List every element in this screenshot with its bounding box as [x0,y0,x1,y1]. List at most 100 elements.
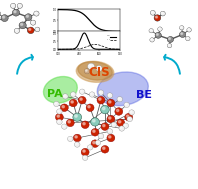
Circle shape [64,95,65,96]
Circle shape [88,105,90,108]
Circle shape [55,102,56,104]
Circle shape [102,107,105,110]
Circle shape [159,28,160,29]
Circle shape [78,96,86,104]
Circle shape [80,98,82,100]
Circle shape [96,65,102,71]
Circle shape [155,16,157,18]
Circle shape [84,69,90,74]
Circle shape [107,129,113,134]
Circle shape [125,113,133,121]
Circle shape [126,115,129,117]
Circle shape [188,29,189,30]
Circle shape [57,115,59,117]
Circle shape [160,11,165,16]
Circle shape [31,21,33,23]
Circle shape [107,115,115,123]
Ellipse shape [44,77,77,103]
Circle shape [107,99,115,107]
Text: BE: BE [136,91,151,100]
Circle shape [84,156,85,158]
Text: PA: PA [47,89,62,98]
Circle shape [99,98,101,100]
Circle shape [119,126,125,131]
Circle shape [34,11,39,16]
Circle shape [103,124,105,127]
Circle shape [103,147,105,149]
Circle shape [167,43,172,48]
Circle shape [95,140,101,145]
Circle shape [89,146,90,147]
Circle shape [83,122,85,125]
Circle shape [167,36,173,43]
Circle shape [93,141,95,144]
Circle shape [187,37,188,39]
Circle shape [116,109,119,112]
Circle shape [117,97,123,102]
Circle shape [26,15,29,17]
Circle shape [58,110,59,112]
Circle shape [91,118,99,126]
Circle shape [154,15,161,21]
Circle shape [156,34,158,35]
Circle shape [73,134,81,142]
Circle shape [168,38,170,40]
Circle shape [14,28,20,33]
Circle shape [10,3,16,8]
Circle shape [130,111,132,112]
Circle shape [91,129,99,136]
Circle shape [92,119,95,122]
Circle shape [57,109,62,114]
Circle shape [70,92,76,97]
Circle shape [107,134,115,142]
Circle shape [74,142,80,147]
Ellipse shape [97,72,148,106]
Circle shape [150,38,154,42]
Circle shape [71,101,73,103]
Text: CIS: CIS [88,66,110,79]
Circle shape [112,123,114,125]
Circle shape [123,123,129,128]
Circle shape [62,124,67,129]
Circle shape [101,123,109,130]
Circle shape [75,115,77,117]
Circle shape [69,137,70,139]
Circle shape [54,101,59,107]
Circle shape [127,116,132,122]
Circle shape [69,99,77,107]
Circle shape [86,70,87,71]
Circle shape [93,130,95,132]
Text: —: — [107,34,109,38]
Circle shape [18,4,20,6]
Circle shape [91,140,99,147]
Circle shape [151,39,152,40]
Circle shape [99,135,101,136]
Circle shape [90,93,92,94]
Circle shape [14,11,16,13]
Circle shape [19,22,26,29]
Circle shape [168,44,169,46]
Circle shape [76,143,77,145]
Circle shape [35,12,36,14]
Circle shape [83,150,85,152]
Circle shape [87,145,93,150]
Circle shape [151,11,153,13]
Circle shape [97,96,105,104]
Circle shape [25,14,32,21]
Circle shape [125,103,127,105]
Circle shape [27,27,34,34]
Ellipse shape [76,61,114,82]
Circle shape [79,89,85,94]
Circle shape [72,93,73,94]
Circle shape [96,141,98,143]
Circle shape [62,105,64,108]
Circle shape [118,121,121,123]
Circle shape [161,12,163,14]
Circle shape [99,91,101,93]
Circle shape [55,113,63,121]
Circle shape [29,29,31,30]
Circle shape [86,104,94,112]
Circle shape [63,94,68,99]
Circle shape [108,94,110,95]
Circle shape [180,27,182,28]
